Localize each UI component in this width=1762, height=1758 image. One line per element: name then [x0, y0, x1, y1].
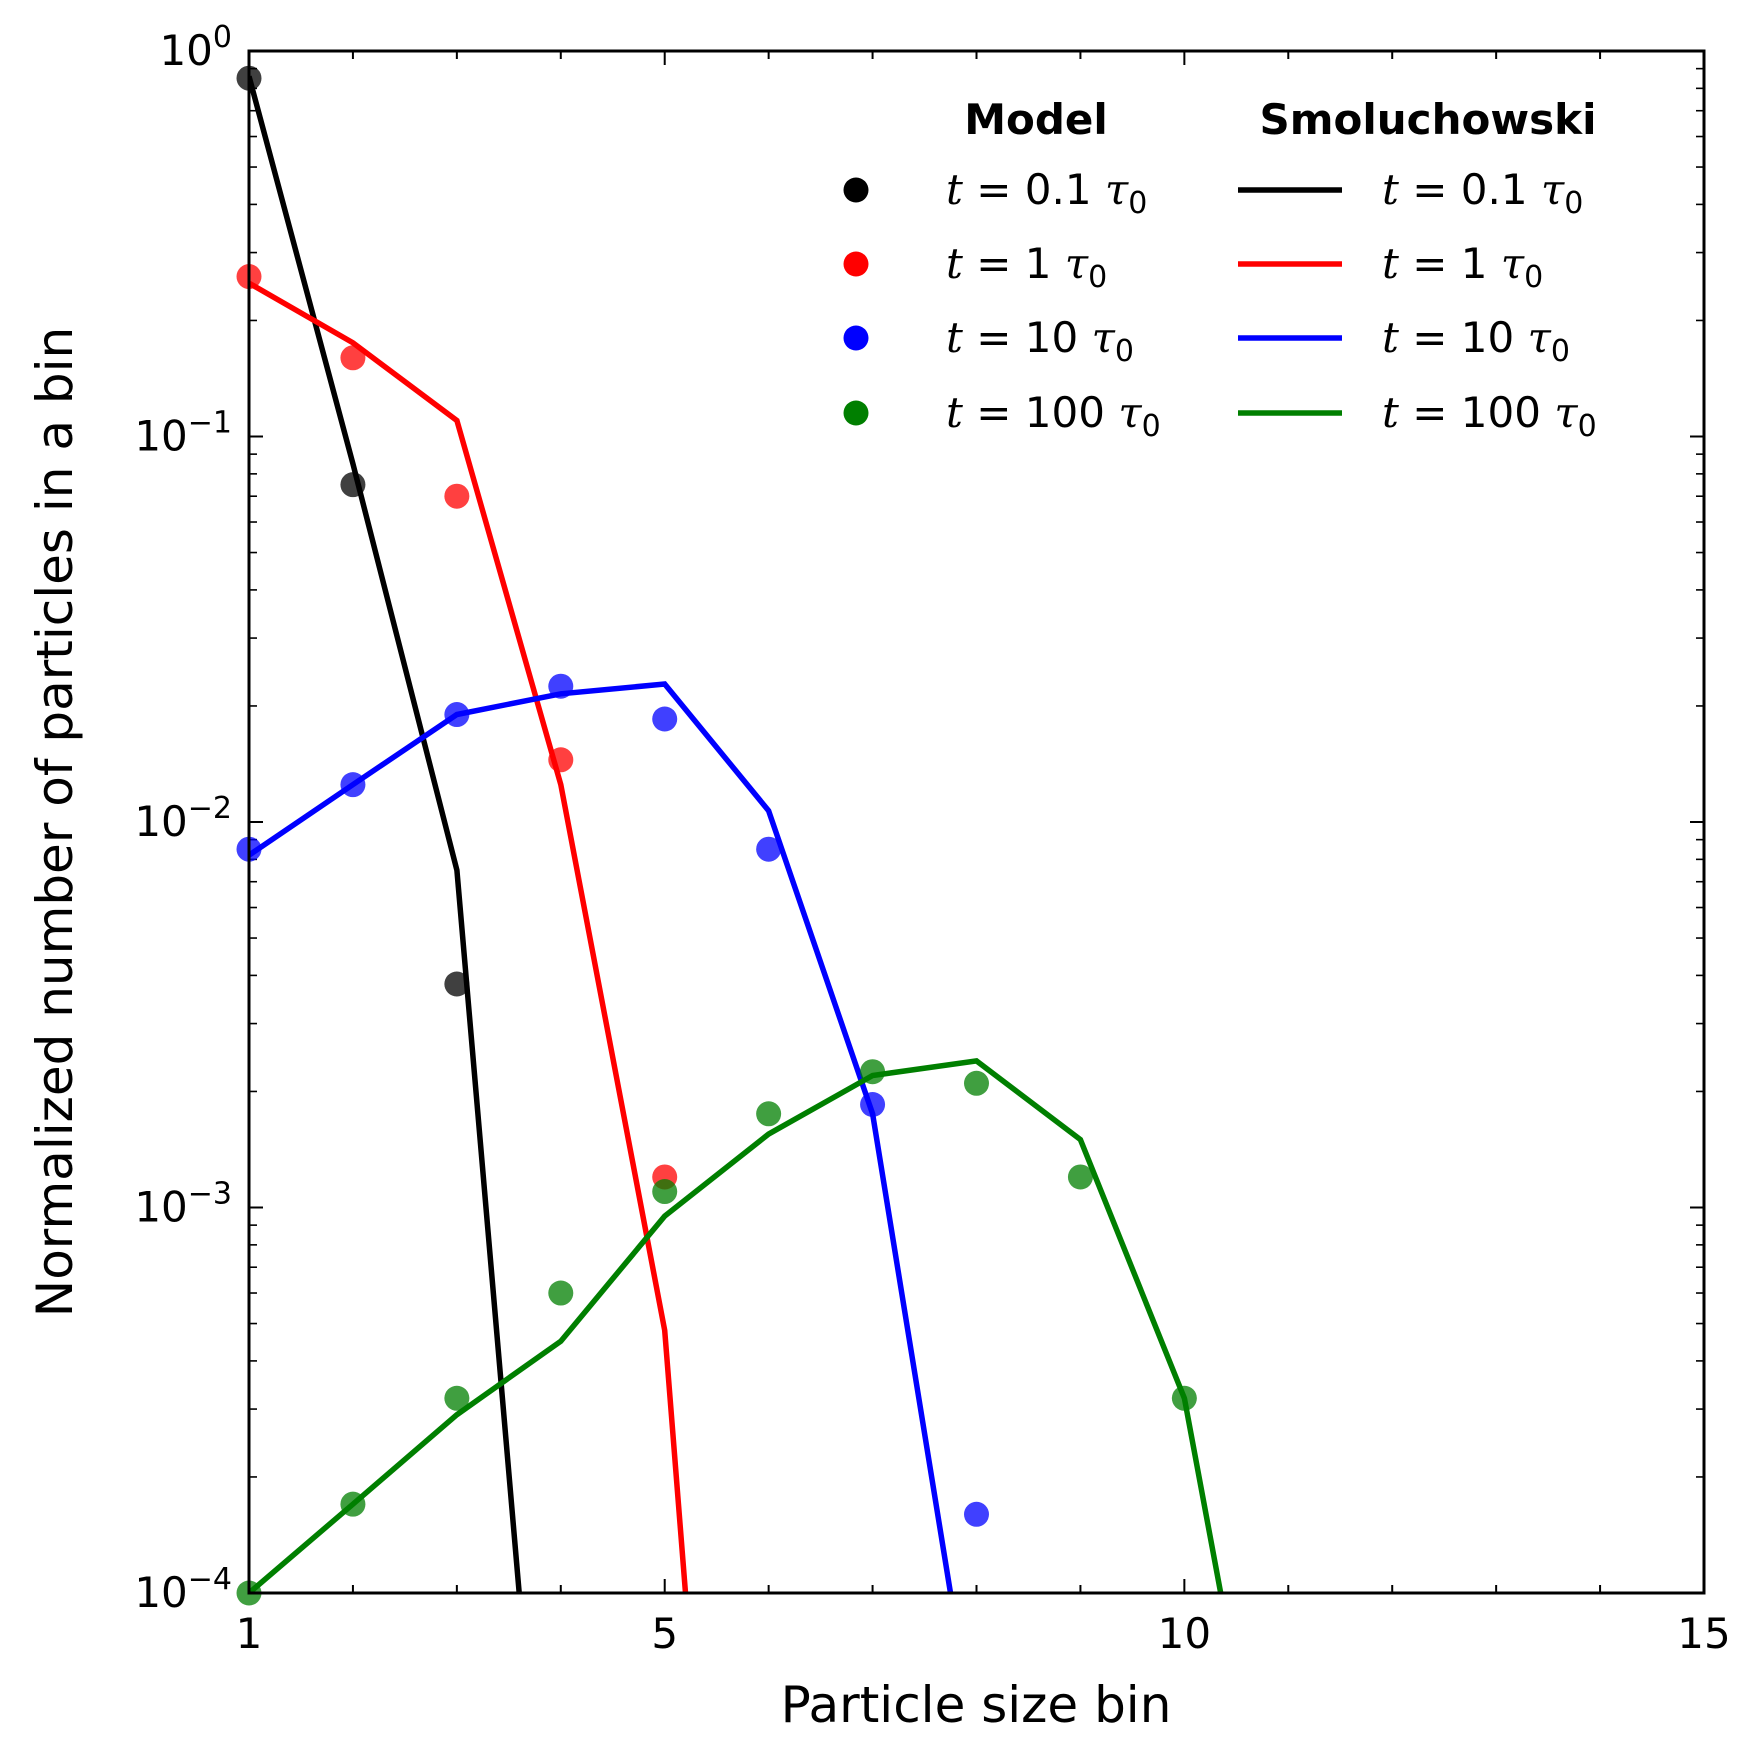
legend-label: t = 1 τ0: [946, 239, 1107, 295]
legend-label: t = 100 τ0: [946, 388, 1161, 444]
model-point: [340, 1491, 366, 1517]
model-point: [340, 772, 366, 798]
model-point: [340, 345, 366, 371]
x-tick-label: 15: [1677, 1609, 1730, 1658]
x-axis-label: Particle size bin: [781, 1676, 1172, 1734]
model-point: [1171, 1385, 1197, 1411]
legend-header-smoluchowski: Smoluchowski: [1260, 95, 1597, 144]
model-point: [340, 472, 366, 498]
y-tick-label: 10−4: [134, 1562, 232, 1617]
model-point: [652, 1179, 678, 1205]
legend-label: t = 100 τ0: [1382, 388, 1597, 444]
y-tick-label: 10−2: [134, 791, 232, 846]
model-point: [548, 747, 574, 773]
y-tick-label: 10−3: [134, 1177, 232, 1232]
smoluchowski-line-1: [249, 280, 689, 1593]
x-tick-label: 10: [1158, 1609, 1211, 1658]
model-point: [444, 702, 470, 728]
legend-marker: [843, 177, 869, 203]
y-tick-label: 100: [159, 20, 232, 75]
legend-header-model: Model: [964, 95, 1108, 144]
legend-marker: [843, 400, 869, 426]
legend-label: t = 0.1 τ0: [946, 165, 1147, 221]
model-point: [756, 836, 782, 862]
legend-label: t = 1 τ0: [1382, 239, 1543, 295]
plot-frame: [247, 49, 1706, 1595]
model-point: [964, 1070, 989, 1096]
legend-label: t = 10 τ0: [1382, 313, 1570, 369]
y-axis-label: Normalized number of particles in a bin: [26, 327, 84, 1317]
model-point: [964, 1501, 989, 1527]
legend-label: t = 0.1 τ0: [1382, 165, 1583, 221]
y-tick-label: 10−1: [134, 406, 232, 461]
legend-label: t = 10 τ0: [946, 313, 1134, 369]
y-tick-labels: 100 10−1 10−2 10−3 10−4: [134, 20, 232, 1617]
legend: Model Smoluchowski t = 0.1 τ0 t = 0.1 τ0 t…: [843, 95, 1597, 444]
x-tick-label: 5: [651, 1609, 678, 1658]
model-point: [652, 706, 678, 732]
model-point: [444, 1385, 470, 1411]
legend-marker: [843, 251, 869, 277]
x-tick-label: 1: [236, 1609, 263, 1658]
x-tick-labels: 1 5 10 15: [236, 1609, 1731, 1658]
smoluchowski-line-2: [249, 681, 954, 1593]
model-point: [444, 483, 470, 509]
legend-marker: [843, 325, 869, 351]
model-point: [1067, 1164, 1093, 1190]
series-lines: [249, 75, 1224, 1593]
smoluchowski-line-0: [249, 75, 522, 1593]
model-point: [860, 1092, 886, 1118]
model-point: [756, 1101, 782, 1127]
smoluchowski-line-3: [249, 1058, 1224, 1593]
model-points: [236, 65, 1197, 1606]
model-point: [548, 1280, 574, 1306]
model-point: [860, 1059, 886, 1085]
model-point: [548, 673, 574, 699]
model-point: [444, 971, 470, 997]
